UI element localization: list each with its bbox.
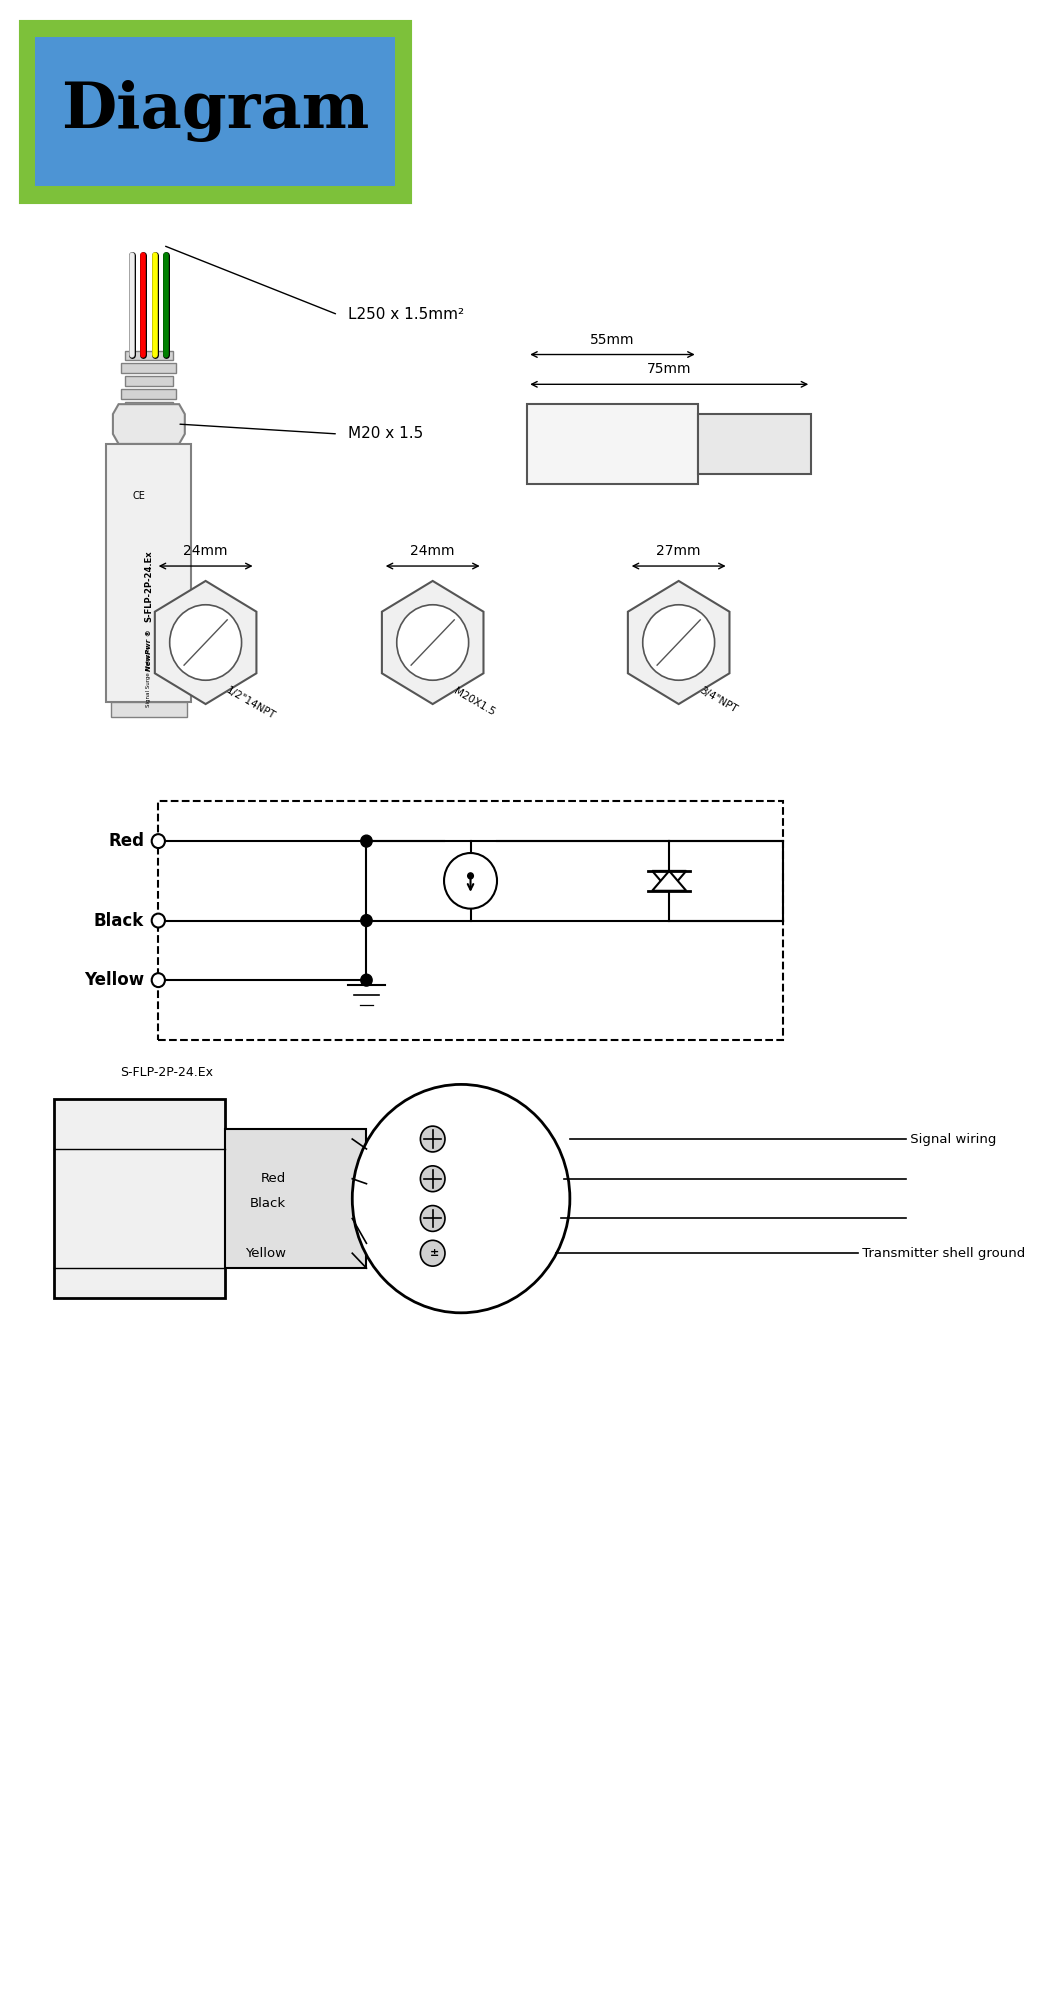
Text: Black: Black [94,912,144,930]
FancyBboxPatch shape [35,36,394,186]
Polygon shape [652,870,686,890]
Circle shape [421,1166,445,1192]
Bar [125,350,173,360]
Circle shape [352,1084,570,1312]
Text: L250 x 1.5mm²: L250 x 1.5mm² [348,308,463,322]
Bar [122,440,176,450]
Bar [527,404,697,484]
Bar [125,428,173,438]
Circle shape [467,872,474,878]
Text: 24mm: 24mm [183,544,228,558]
Polygon shape [113,404,184,444]
Circle shape [642,604,714,680]
Bar [125,402,173,412]
Circle shape [152,914,165,928]
Bar [122,390,176,400]
Polygon shape [652,870,686,890]
Bar [125,376,173,386]
Bar [122,364,176,374]
Circle shape [360,974,372,986]
Text: 27mm: 27mm [656,544,701,558]
Bar [697,414,811,474]
Circle shape [360,836,372,848]
Circle shape [444,854,497,908]
Bar [122,466,176,476]
Text: Diagram: Diagram [60,80,369,142]
Text: 55mm: 55mm [590,332,635,346]
Text: S-FLP-2P-24.Ex: S-FLP-2P-24.Ex [121,1066,213,1080]
Bar [122,416,176,426]
Text: M20 x 1.5: M20 x 1.5 [348,426,423,442]
Text: Black: Black [250,1198,286,1210]
Circle shape [152,974,165,988]
Circle shape [152,834,165,848]
Text: M20X1.5: M20X1.5 [452,686,496,718]
Text: Signal Surge Protector: Signal Surge Protector [146,646,152,706]
Polygon shape [382,580,483,704]
Text: 24mm: 24mm [410,544,455,558]
Bar [54,1100,225,1298]
Text: Yellow: Yellow [245,1246,286,1260]
Text: Red: Red [108,832,144,850]
Bar [106,444,192,702]
Circle shape [421,1206,445,1232]
Circle shape [170,604,242,680]
Text: 75mm: 75mm [647,362,691,376]
Bar [111,702,187,716]
Text: S-FLP-2P-24.Ex: S-FLP-2P-24.Ex [144,550,154,622]
Text: NewPwr ®: NewPwr ® [146,630,152,672]
Bar [125,454,173,464]
Bar [158,802,782,1040]
Polygon shape [628,580,729,704]
Text: Red: Red [261,1172,286,1186]
FancyBboxPatch shape [24,24,406,198]
Bar [225,1130,367,1268]
Text: 3/4"NPT: 3/4"NPT [697,686,739,716]
Circle shape [396,604,469,680]
Circle shape [421,1240,445,1266]
Text: ±: ± [430,1248,439,1258]
Text: Yellow: Yellow [84,972,144,990]
Text: CE: CE [132,490,146,500]
Text: Signal wiring: Signal wiring [905,1132,996,1146]
Text: 1/2"14NPT: 1/2"14NPT [225,686,277,722]
Circle shape [421,1126,445,1152]
Polygon shape [155,580,257,704]
Text: Transmitter shell ground: Transmitter shell ground [859,1246,1026,1260]
Circle shape [360,914,372,926]
